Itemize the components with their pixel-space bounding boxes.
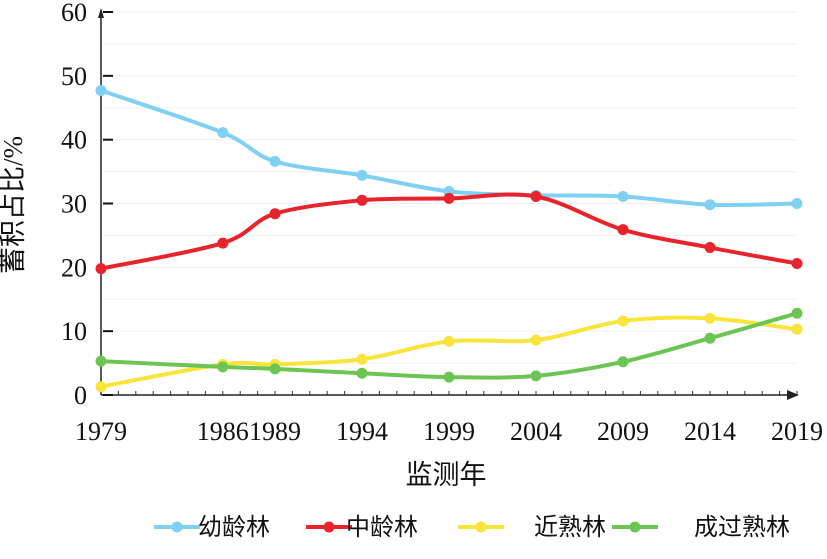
x-tick-label: 1979 xyxy=(75,417,127,446)
data-point xyxy=(791,307,803,319)
data-point xyxy=(704,199,716,211)
y-tick-label: 60 xyxy=(61,0,87,27)
series-2 xyxy=(95,190,803,275)
legend: 幼龄林 中龄林 近熟林 成过熟林 xyxy=(154,514,790,541)
y-tick-label: 40 xyxy=(61,126,87,155)
y-tick-label: 50 xyxy=(61,62,87,91)
y-axis-label: 蓄积占比/% xyxy=(0,136,28,274)
x-tick-label: 2014 xyxy=(684,417,736,446)
data-point xyxy=(95,355,107,367)
x-tick-label: 1994 xyxy=(336,417,388,446)
data-point xyxy=(617,356,629,368)
legend-label: 幼龄林 xyxy=(198,514,270,541)
legend-swatch-marker xyxy=(323,521,335,533)
data-point xyxy=(269,155,281,167)
data-point xyxy=(704,312,716,324)
data-point xyxy=(217,361,229,373)
y-axis-arrow xyxy=(98,8,104,18)
axes xyxy=(98,8,799,400)
data-point xyxy=(95,381,107,393)
series-lines xyxy=(95,85,803,393)
legend-item: 幼龄林 xyxy=(154,514,270,541)
data-point xyxy=(217,127,229,139)
data-point xyxy=(443,192,455,204)
legend-item: 中龄林 xyxy=(306,514,418,541)
x-tick-label: 2019 xyxy=(771,417,823,446)
data-point xyxy=(791,323,803,335)
data-point xyxy=(356,194,368,206)
data-point xyxy=(95,263,107,275)
data-point xyxy=(95,85,107,97)
x-tick-label: 1989 xyxy=(249,417,301,446)
data-point xyxy=(269,208,281,220)
legend-label: 成过熟林 xyxy=(694,514,790,541)
y-tick-labels: 0 10 20 30 40 50 60 xyxy=(61,0,87,410)
data-point xyxy=(617,190,629,202)
x-tick-label: 1986 xyxy=(197,417,249,446)
legend-label: 中龄林 xyxy=(346,514,418,541)
x-tick-label: 2004 xyxy=(510,417,562,446)
x-axis-label: 监测年 xyxy=(406,460,487,490)
y-tick-label: 0 xyxy=(74,381,87,410)
x-tick-label: 1999 xyxy=(423,417,475,446)
data-point xyxy=(443,371,455,383)
series-line xyxy=(100,192,798,271)
data-point xyxy=(530,334,542,346)
data-point xyxy=(269,363,281,375)
legend-swatch-marker xyxy=(475,521,487,533)
data-point xyxy=(356,367,368,379)
data-point xyxy=(704,242,716,254)
x-axis-arrow xyxy=(787,390,799,400)
data-point xyxy=(356,169,368,181)
legend-item: 近熟林 xyxy=(458,514,606,541)
data-point xyxy=(356,353,368,365)
legend-swatch-marker xyxy=(629,521,641,533)
y-tick-label: 20 xyxy=(61,253,87,282)
data-point xyxy=(530,370,542,382)
data-point xyxy=(530,190,542,202)
legend-item: 成过熟林 xyxy=(612,514,790,541)
legend-label: 近熟林 xyxy=(534,514,606,541)
data-point xyxy=(617,315,629,327)
y-tick-label: 30 xyxy=(61,190,87,219)
legend-swatch-marker xyxy=(171,521,183,533)
x-tick-labels: 1979 1986 1989 1994 1999 2004 2009 2014 2019 xyxy=(75,417,823,446)
data-point xyxy=(217,237,229,249)
data-point xyxy=(791,198,803,209)
data-point xyxy=(617,224,629,236)
x-tick-label: 2009 xyxy=(597,417,649,446)
data-point xyxy=(704,332,716,344)
data-point xyxy=(791,258,803,270)
series-4 xyxy=(95,307,803,383)
y-tick-label: 10 xyxy=(61,317,87,346)
series-1 xyxy=(95,85,803,211)
data-point xyxy=(443,335,455,347)
